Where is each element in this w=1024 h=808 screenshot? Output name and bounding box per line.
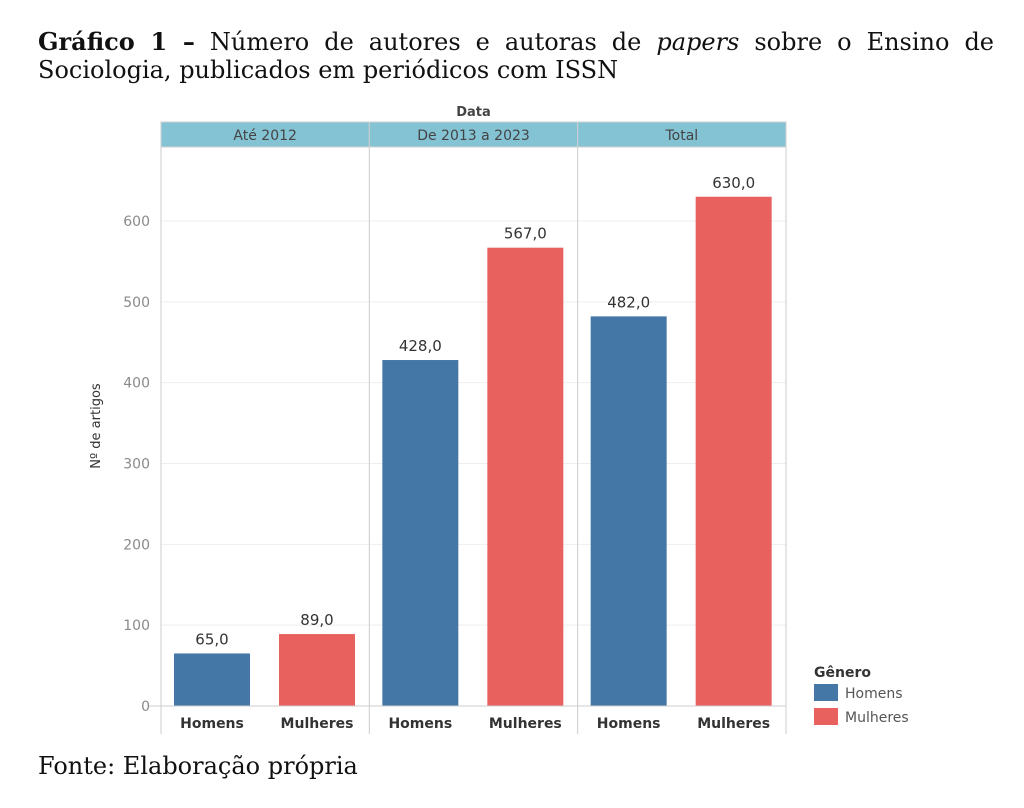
caption-text-2: sobre o Ensino de Sociologia, publicados…	[38, 28, 995, 84]
data-label: 428,0	[399, 337, 442, 355]
y-tick-label: 400	[123, 376, 150, 392]
data-label: 567,0	[504, 225, 547, 243]
y-tick-label: 500	[123, 295, 150, 311]
panel-header-label: De 2013 a 2023	[417, 128, 530, 144]
panel-header	[577, 121, 787, 148]
legend-swatch-homens	[814, 684, 838, 701]
legend-label: Mulheres	[845, 710, 909, 726]
y-tick-label: 100	[123, 618, 150, 634]
y-axis-label: Nº de artigos	[89, 383, 104, 469]
panel-header-label: Total	[664, 128, 698, 144]
x-tick-label: Mulheres	[281, 716, 354, 732]
bar-homens	[590, 316, 667, 706]
bar-mulheres	[279, 634, 355, 706]
panel-header-label: Até 2012	[233, 128, 297, 144]
bar-homens	[174, 653, 250, 706]
y-tick-label: 0	[141, 699, 150, 715]
legend-swatch-mulheres	[814, 708, 838, 725]
column-header: Data	[456, 105, 491, 120]
data-label: 65,0	[195, 630, 228, 648]
x-tick-label: Mulheres	[489, 716, 562, 732]
y-tick-label: 300	[123, 457, 150, 473]
y-tick-label: 200	[123, 537, 150, 553]
legend-label: Homens	[845, 686, 903, 702]
caption-italic: papers	[656, 28, 740, 56]
data-label: 630,0	[712, 174, 755, 192]
legend-title: Gênero	[814, 665, 871, 681]
data-label: 482,0	[607, 293, 650, 311]
caption-text-1: Número de autores e autoras de	[194, 28, 657, 56]
x-tick-label: Mulheres	[697, 716, 770, 732]
bar-homens	[382, 360, 459, 706]
y-tick-label: 600	[123, 214, 150, 230]
chart-caption: Gráfico 1 – Número de autores e autoras …	[38, 27, 995, 85]
data-label: 89,0	[300, 611, 333, 629]
caption-label: Gráfico 1 –	[38, 27, 195, 56]
bar-mulheres	[695, 196, 772, 706]
bar-mulheres	[487, 247, 564, 707]
x-tick-label: Homens	[597, 716, 661, 732]
x-tick-label: Homens	[180, 716, 244, 732]
panel-header	[368, 121, 579, 148]
source-note: Fonte: Elaboração própria	[38, 752, 358, 780]
x-tick-label: Homens	[388, 716, 452, 732]
